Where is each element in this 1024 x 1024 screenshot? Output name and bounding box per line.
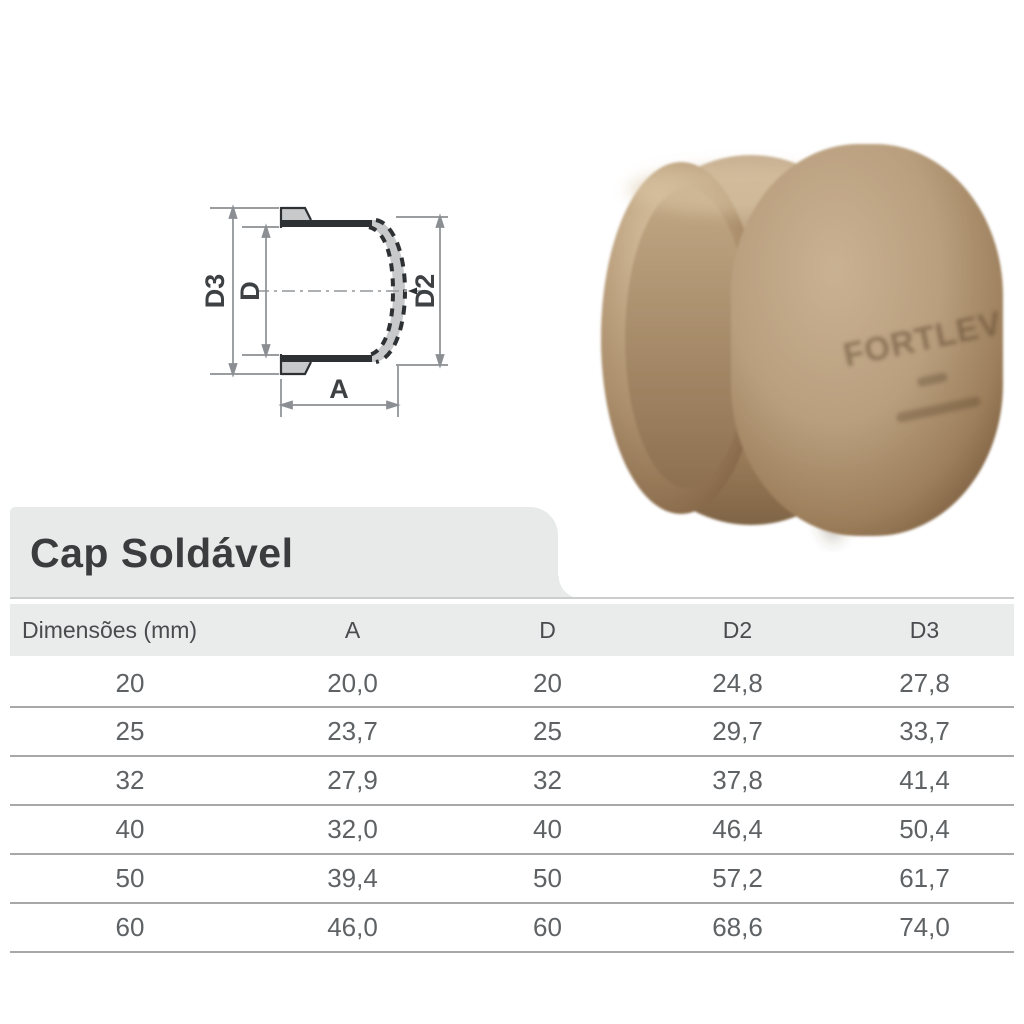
table-cell: 23,7 <box>327 716 378 746</box>
dim-label-d: D <box>235 281 265 301</box>
table-cell: 50 <box>533 863 562 893</box>
table-cell: 60 <box>115 912 145 942</box>
cap-product-photo: FORTLEV <box>601 144 1005 543</box>
table-cell: 20,0 <box>327 667 378 698</box>
table-cell: 50,4 <box>899 814 950 844</box>
table-cell: 46,0 <box>327 912 378 942</box>
table-row: 32 27,9 32 37,8 41,4 <box>10 756 1014 805</box>
table-row: 50 39,4 50 57,2 61,7 <box>10 854 1014 903</box>
table-cell: 32 <box>115 765 145 795</box>
table-header-row: Dimensões (mm) A D D2 D3 <box>10 604 1014 658</box>
table-cell: 27,8 <box>899 667 950 698</box>
table-cell: 39,4 <box>327 863 378 893</box>
table-cell: 50 <box>115 863 145 893</box>
wall-edges <box>279 206 372 376</box>
table-body: 20 20,0 20 24,8 27,8 25 23,7 25 29,7 33,7 32 27,9 32… <box>10 658 1014 952</box>
table-cell: 57,2 <box>712 863 763 893</box>
header-d3: D3 <box>835 604 1014 658</box>
dim-label-d2: D2 <box>410 274 440 309</box>
table-cell: 33,7 <box>899 716 950 746</box>
cap-cross-section-drawing: D3 D D2 A <box>200 204 448 417</box>
table-cell: 20 <box>533 667 562 698</box>
dim-label-a: A <box>329 374 349 404</box>
dimensions-table: Dimensões (mm) A D D2 D3 20 20,0 20 24,8 27,… <box>10 604 1014 953</box>
table-cell: 60 <box>533 912 562 942</box>
table-cell: 61,7 <box>899 863 950 893</box>
table-cell: 68,6 <box>712 912 763 942</box>
header-d2: D2 <box>640 604 835 658</box>
table-cell: 37,8 <box>712 765 763 795</box>
table-cell: 46,4 <box>712 814 763 844</box>
table-row: 60 46,0 60 68,6 74,0 <box>10 903 1014 952</box>
table-row: 40 32,0 40 46,4 50,4 <box>10 805 1014 854</box>
table-cell: 20 <box>115 667 145 698</box>
emboss-small-line-1 <box>917 372 948 387</box>
header-a: A <box>250 604 455 658</box>
table-cell: 24,8 <box>712 667 763 698</box>
table-cell: 32 <box>533 765 562 795</box>
header-dimensions: Dimensões (mm) <box>10 604 250 658</box>
table-row: 25 23,7 25 29,7 33,7 <box>10 707 1014 756</box>
page-title: Cap Soldável <box>30 529 294 576</box>
header-d: D <box>455 604 640 658</box>
product-title-tab: Cap Soldável <box>10 507 581 599</box>
dim-label-d3: D3 <box>200 274 230 309</box>
cap-face <box>731 144 1003 536</box>
table-cell: 40 <box>115 814 145 844</box>
table-cell: 41,4 <box>899 765 950 795</box>
centerline-arrow <box>408 287 417 295</box>
table-cell: 27,9 <box>327 765 378 795</box>
table-cell: 74,0 <box>899 912 950 942</box>
emboss-small-line-2 <box>896 396 981 423</box>
table-cell: 40 <box>533 814 562 844</box>
cap-rim-inner <box>625 188 749 488</box>
tab-underline <box>10 597 1014 599</box>
table-cell: 25 <box>115 716 145 746</box>
table-row: 20 20,0 20 24,8 27,8 <box>10 658 1014 707</box>
table-cell: 32,0 <box>327 814 378 844</box>
dimension-lines <box>210 204 448 417</box>
table-cell: 29,7 <box>712 716 763 746</box>
table-cell: 25 <box>533 716 562 746</box>
